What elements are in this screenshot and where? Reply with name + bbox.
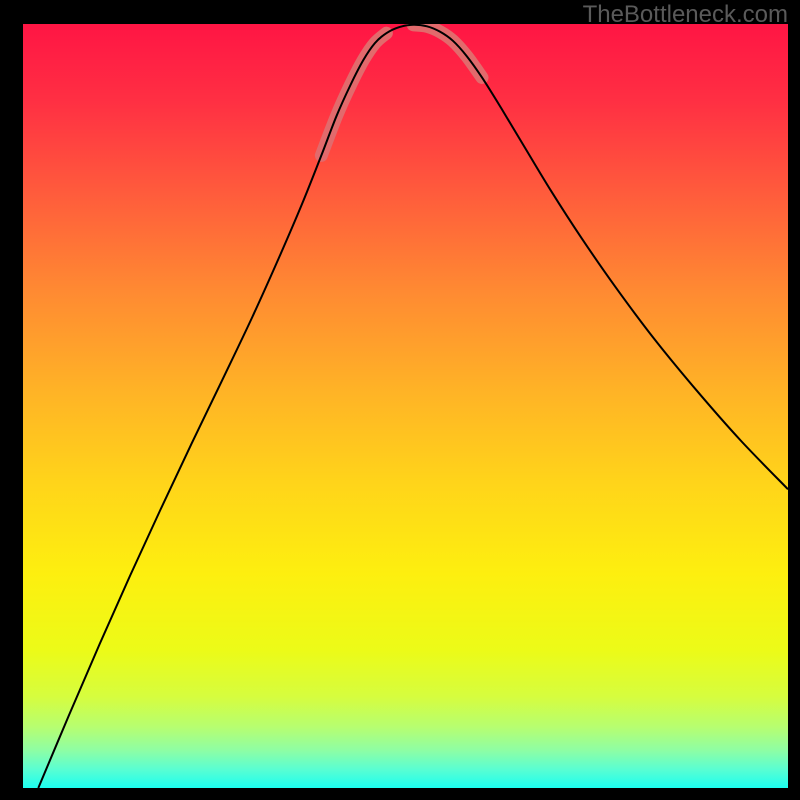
frame-border-right [788,0,800,800]
frame-border-bottom [0,788,800,800]
chart-background [23,24,788,788]
chart-plot-area [23,24,788,788]
chart-svg [23,24,788,788]
frame-border-left [0,0,23,800]
watermark-text: TheBottleneck.com [583,1,788,29]
